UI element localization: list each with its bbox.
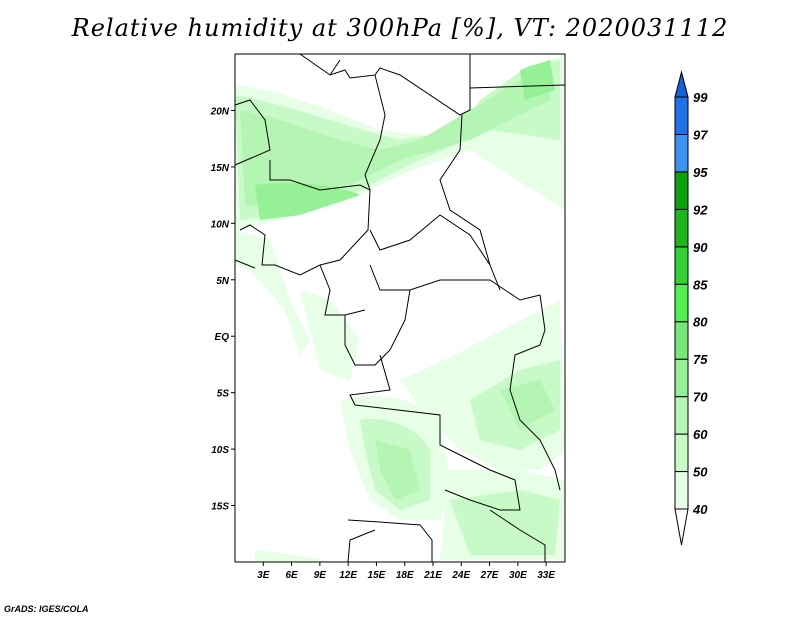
colorbar: 40 50 60 70 75 80 85 90 92 95 97 99 bbox=[674, 70, 708, 546]
chart-title: Relative humidity at 300hPa [%], VT: 202… bbox=[71, 14, 729, 42]
border-line bbox=[239, 224, 321, 276]
lat-label: 15N bbox=[211, 163, 230, 174]
lon-label: 6E bbox=[285, 570, 298, 581]
lat-label: EQ bbox=[215, 332, 230, 343]
lon-label: 24E bbox=[451, 570, 470, 581]
lat-label: 10N bbox=[211, 219, 230, 230]
lat-label: 15S bbox=[211, 502, 229, 513]
humidity-region bbox=[450, 490, 560, 555]
colorbar-label: 70 bbox=[693, 390, 708, 405]
border-line bbox=[269, 160, 371, 266]
colorbar-label: 80 bbox=[693, 315, 708, 330]
colorbar-swatch bbox=[674, 283, 689, 323]
border-line bbox=[234, 99, 271, 166]
footer-credit: GrADS: IGES/COLA bbox=[4, 604, 89, 614]
border-line bbox=[509, 294, 561, 491]
colorbar-label: 90 bbox=[693, 240, 708, 255]
colorbar-swatch bbox=[674, 133, 689, 173]
lon-label: 15E bbox=[368, 570, 386, 581]
colorbar-swatch bbox=[674, 171, 689, 210]
colorbar-label: 97 bbox=[693, 127, 708, 142]
humidity-region bbox=[255, 183, 360, 220]
humidity-region bbox=[300, 290, 360, 380]
humidity-shading bbox=[235, 55, 565, 562]
lon-label: 18E bbox=[396, 570, 414, 581]
colorbar-swatch bbox=[674, 358, 689, 398]
border-line bbox=[234, 259, 256, 269]
border-line bbox=[319, 264, 345, 316]
lon-label: 27E bbox=[480, 570, 499, 581]
lon-label: 21E bbox=[423, 570, 442, 581]
colorbar-swatch bbox=[674, 396, 689, 435]
lon-label: 12E bbox=[339, 570, 357, 581]
humidity-region bbox=[235, 230, 310, 355]
border-line bbox=[374, 54, 471, 116]
border-line bbox=[347, 519, 433, 562]
border-line bbox=[329, 59, 341, 76]
map-axes: 3E 6E 9E 12E 15E 18E 21E 24E 27E 30E 33E 20N 15N 10N 5… bbox=[210, 106, 556, 581]
lon-label: 3E bbox=[257, 570, 270, 581]
colorbar-swatch bbox=[674, 433, 689, 473]
lon-label: 30E bbox=[509, 570, 527, 581]
border-line bbox=[369, 214, 491, 266]
lat-label: 5N bbox=[216, 276, 230, 287]
border-line bbox=[369, 264, 541, 301]
lon-label: 33E bbox=[537, 570, 555, 581]
lon-label: 9E bbox=[314, 570, 327, 581]
humidity-region bbox=[520, 60, 555, 100]
colorbar-swatch bbox=[674, 96, 689, 135]
border-line bbox=[347, 529, 376, 563]
colorbar-label: 50 bbox=[693, 465, 708, 480]
colorbar-swatch bbox=[674, 208, 689, 248]
colorbar-swatch bbox=[674, 321, 689, 360]
lat-label: 5S bbox=[217, 389, 230, 400]
map-frame bbox=[234, 53, 566, 563]
colorbar-label: 60 bbox=[693, 427, 708, 442]
colorbar-swatch bbox=[674, 471, 689, 510]
humidity-region bbox=[255, 550, 340, 562]
colorbar-swatch bbox=[674, 246, 689, 285]
colorbar-max-arrow bbox=[674, 70, 689, 98]
border-line bbox=[489, 509, 546, 562]
colorbar-label: 40 bbox=[692, 502, 708, 517]
colorbar-label: 75 bbox=[693, 352, 708, 367]
humidity-region bbox=[500, 380, 555, 430]
colorbar-min-arrow bbox=[674, 508, 689, 546]
humidity-region bbox=[375, 440, 420, 500]
colorbar-label: 85 bbox=[693, 277, 708, 292]
humidity-region bbox=[240, 70, 550, 210]
border-line bbox=[354, 404, 521, 511]
colorbar-label: 99 bbox=[693, 90, 708, 105]
lat-label: 20N bbox=[210, 106, 230, 117]
colorbar-label: 95 bbox=[693, 165, 708, 180]
lat-label: 10S bbox=[211, 445, 229, 456]
country-borders bbox=[234, 53, 566, 563]
border-line bbox=[344, 289, 411, 366]
border-line bbox=[469, 84, 566, 89]
colorbar-label: 92 bbox=[693, 202, 708, 217]
border-line bbox=[349, 354, 391, 406]
